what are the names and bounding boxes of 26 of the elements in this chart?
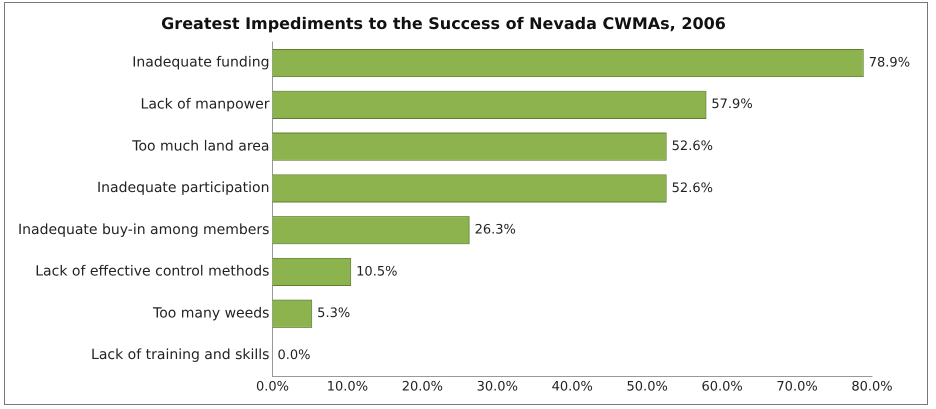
x-tick-label: 20.0% <box>402 380 444 395</box>
x-tick-label: 80.0% <box>851 380 893 395</box>
data-label: 0.0% <box>277 348 310 363</box>
data-label: 5.3% <box>317 306 350 322</box>
data-label: 52.6% <box>672 139 713 154</box>
y-tick-label: Lack of training and skills <box>91 347 270 364</box>
data-label: 10.5% <box>356 264 398 280</box>
chart-title: Greatest Impediments to the Success of Nevada CWMAs, 2006 <box>161 14 726 33</box>
y-tick-label: Too much land area <box>131 138 270 154</box>
y-tick-label: Lack of effective control methods <box>35 264 270 280</box>
y-tick-label: Inadequate buy-in among members <box>18 222 270 238</box>
x-tick-label: 60.0% <box>701 380 743 395</box>
x-tick-label: 0.0% <box>256 380 289 395</box>
data-label: 52.6% <box>672 180 713 196</box>
data-label: 57.9% <box>711 97 753 112</box>
y-tick-label: Inadequate participation <box>97 180 270 196</box>
data-label: 78.9% <box>868 55 910 70</box>
x-tick-label: 10.0% <box>326 380 368 395</box>
data-label: 26.3% <box>474 222 516 238</box>
y-tick-label: Lack of manpower <box>140 96 270 113</box>
x-tick-label: 70.0% <box>776 380 818 395</box>
x-tick-label: 50.0% <box>626 380 668 395</box>
x-tick-label: 40.0% <box>552 380 593 395</box>
y-tick-label: Inadequate funding <box>132 54 270 71</box>
x-tick-label: 30.0% <box>476 380 518 395</box>
y-tick-label: Too many weeds <box>152 305 270 322</box>
